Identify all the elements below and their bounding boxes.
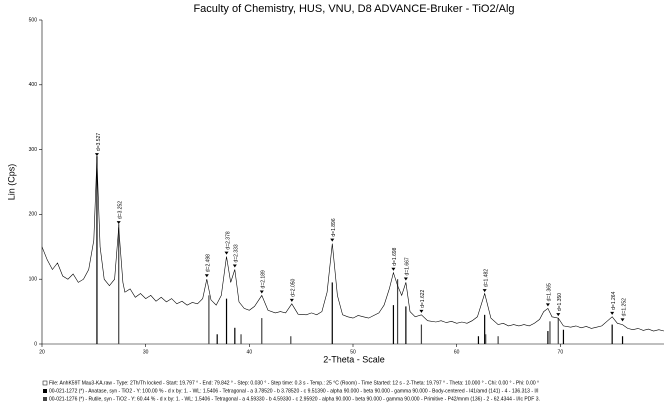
y-axis-label: Lin (Cps) [6, 164, 16, 201]
peak-label: d=2.333 [234, 244, 240, 262]
peak-marker [620, 318, 625, 322]
chart-title: Faculty of Chemistry, HUS, VNU, D8 ADVAN… [193, 3, 514, 15]
peak-label: d=1.622 [420, 289, 426, 307]
peak-label: d=1.698 [392, 247, 398, 265]
peak-marker [330, 238, 335, 242]
peak-marker [289, 298, 294, 302]
y-tick-label: 500 [29, 17, 38, 23]
legend-icon [42, 380, 48, 386]
x-tick-label: 70 [558, 349, 564, 355]
peak-marker [403, 277, 408, 281]
x-tick-label: 50 [350, 349, 356, 355]
peak-label: d=1.896 [331, 218, 337, 236]
y-tick-label: 300 [29, 147, 38, 153]
peak-label: d=1.350 [557, 293, 563, 311]
peak-label: d=1.365 [547, 283, 553, 301]
x-tick-label: 40 [247, 349, 253, 355]
peak-marker [232, 264, 237, 268]
peak-marker [545, 303, 550, 307]
peak-label: d=3.252 [118, 201, 124, 219]
file-info: File: AnhK59T Mau3-KA.raw - Type: 2Th/Th… [49, 380, 539, 386]
x-axis-label: 2-Theta - Scale [323, 354, 385, 364]
y-tick-label: 400 [29, 82, 38, 88]
peak-label: d=2.378 [225, 231, 231, 249]
legend-icon [43, 397, 47, 401]
peak-marker [419, 309, 424, 313]
peak-label: d=1.252 [621, 298, 627, 316]
peak-label: d=2.050 [291, 278, 297, 296]
legend-entry: 00-021-1276 (*) - Rutile, syn - TiO2 - Y… [49, 396, 540, 402]
y-tick-label: 200 [29, 212, 38, 218]
peak-label: d=3.527 [96, 133, 102, 151]
peak-marker [259, 290, 264, 294]
peak-label: d=2.498 [206, 254, 212, 272]
peak-marker [116, 221, 121, 225]
peak-marker [482, 289, 487, 293]
peak-label: d=1.667 [405, 257, 411, 275]
peak-marker [610, 311, 615, 315]
xrd-pattern [41, 159, 665, 332]
peak-marker [224, 251, 229, 255]
y-tick-label: 0 [34, 341, 37, 347]
peak-marker [391, 267, 396, 271]
peak-label: d=1.264 [611, 291, 617, 309]
peak-marker [204, 274, 209, 278]
x-tick-label: 20 [39, 349, 45, 355]
peak-marker [94, 153, 99, 157]
peak-label: d=1.482 [483, 269, 489, 287]
x-tick-label: 30 [143, 349, 149, 355]
legend-entry: 00-021-1272 (*) - Anatase, syn - TiO2 - … [49, 388, 539, 394]
peak-label: d=2.189 [261, 270, 267, 288]
peak-marker [556, 313, 561, 317]
legend-icon [43, 389, 47, 393]
x-tick-label: 60 [454, 349, 460, 355]
y-tick-label: 100 [29, 277, 38, 283]
